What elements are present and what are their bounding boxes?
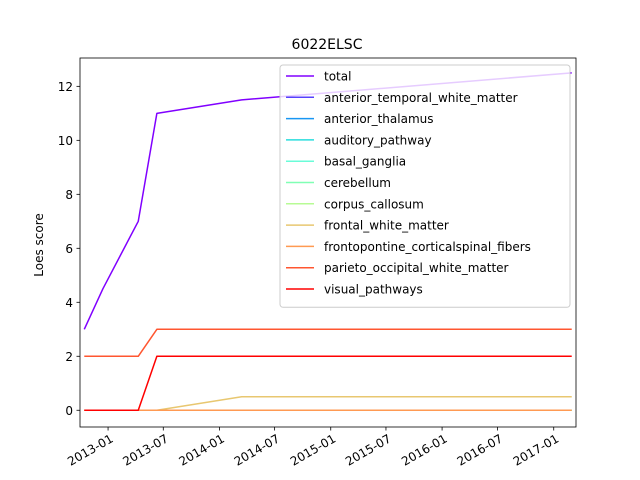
legend-label-auditory-pathway: auditory_pathway bbox=[324, 133, 432, 147]
x-tick-label: 2016-01 bbox=[399, 431, 449, 468]
y-tick-label: 0 bbox=[65, 404, 73, 418]
x-tick-label: 2013-07 bbox=[120, 431, 170, 468]
y-tick-label: 4 bbox=[65, 296, 73, 310]
legend-label-parieto-occipital-white-matter: parieto_occipital_white_matter bbox=[324, 261, 509, 275]
legend-label-visual-pathways: visual_pathways bbox=[324, 283, 423, 297]
x-tick-label: 2014-01 bbox=[176, 431, 226, 468]
y-axis-label: Loes score bbox=[32, 213, 46, 277]
y-tick-label: 8 bbox=[65, 188, 73, 202]
y-tick-label: 6 bbox=[65, 242, 73, 256]
legend-label-anterior-temporal-white-matter: anterior_temporal_white_matter bbox=[324, 91, 518, 105]
x-tick-label: 2017-01 bbox=[511, 431, 561, 468]
x-tick-label: 2015-07 bbox=[343, 431, 393, 468]
y-tick-label: 2 bbox=[65, 350, 73, 364]
series-line-frontal-white-matter bbox=[84, 396, 572, 412]
legend-label-anterior-thalamus: anterior_thalamus bbox=[324, 112, 434, 126]
x-tick-label: 2013-01 bbox=[65, 431, 115, 468]
plot-frame bbox=[79, 57, 577, 428]
legend-label-total: total bbox=[324, 70, 351, 84]
legend-label-basal-ganglia: basal_ganglia bbox=[324, 155, 406, 169]
legend: total anterior_temporal_white_matteranter… bbox=[279, 64, 571, 308]
legend-label-cerebellum: cerebellum bbox=[324, 176, 391, 190]
y-tick-label: 10 bbox=[58, 134, 73, 148]
series-line-visual-pathways bbox=[84, 355, 572, 412]
legend-label-corpus-callosum: corpus_callosum bbox=[324, 197, 424, 211]
legend-label-frontal-white-matter: frontal_white_matter bbox=[324, 219, 449, 233]
legend-label-frontopontine-corticalspinal-fibers: frontopontine_corticalspinal_fibers bbox=[324, 240, 531, 254]
x-tick-label: 2014-07 bbox=[232, 431, 282, 468]
legend-box bbox=[279, 64, 571, 308]
series-layer bbox=[83, 72, 572, 412]
x-tick-label: 2016-07 bbox=[455, 431, 505, 468]
series-line-parieto-occipital-white-matter bbox=[84, 328, 572, 358]
chart-title: 6022ELSC bbox=[292, 37, 363, 53]
x-tick-label: 2015-01 bbox=[288, 431, 338, 468]
y-tick-label: 12 bbox=[58, 80, 73, 94]
